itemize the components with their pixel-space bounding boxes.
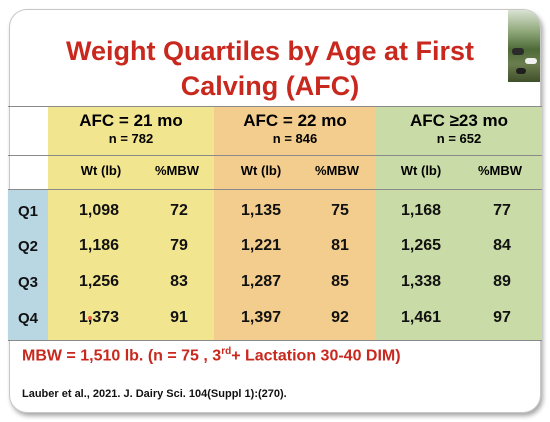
table-cell: 1,338	[400, 273, 442, 290]
cow-shape	[512, 48, 524, 55]
group-header-afc-21: AFC = 21 mo n = 782	[48, 111, 214, 147]
table-cell: 1,287	[240, 273, 282, 290]
table-cell: 1,256	[78, 273, 120, 290]
table-cell: 72	[170, 202, 188, 219]
group-label: AFC ≥23 mo	[409, 111, 509, 130]
group-header-afc-22: AFC = 22 mo n = 846	[214, 111, 376, 147]
table-cell: 77	[493, 202, 511, 219]
subheader-weight: Wt (lb)	[80, 163, 122, 178]
table-cell: 75	[331, 202, 349, 219]
title-line-2: Calving (AFC)	[180, 71, 360, 101]
cattle-photo-thumbnail	[508, 10, 540, 82]
mbw-text: MBW = 1,510 lb. (n = 75 , 3	[22, 347, 222, 365]
column-band-afc-22	[214, 107, 376, 340]
table-rule-top	[8, 106, 542, 107]
group-n: n = 782	[108, 131, 154, 146]
group-n: n = 846	[272, 131, 318, 146]
table-rule-header	[8, 189, 542, 190]
subheader-mbw: %MBW	[314, 163, 360, 178]
mbw-note: MBW = 1,510 lb. (n = 75 , 3rd+ Lactation…	[22, 346, 522, 365]
subheader-mbw: %MBW	[154, 163, 200, 178]
quartile-label: Q3	[17, 274, 38, 291]
table-cell: 1,221	[240, 237, 282, 254]
table-cell: 84	[493, 237, 511, 254]
table-cell: 1,397	[240, 309, 282, 326]
group-header-afc-23: AFC ≥23 mo n = 652	[376, 111, 542, 147]
table-cell: 97	[493, 309, 511, 326]
mbw-superscript: rd	[221, 346, 232, 357]
table-rule-bottom	[8, 340, 542, 341]
table-cell: 89	[493, 273, 511, 290]
cow-shape	[516, 68, 526, 74]
table-cell: 1,461	[400, 309, 442, 326]
citation: Lauber et al., 2021. J. Dairy Sci. 104(S…	[22, 388, 287, 400]
subheader-mbw: %MBW	[477, 163, 523, 178]
subheader-weight: Wt (lb)	[240, 163, 282, 178]
table-rule-group	[8, 155, 542, 156]
laser-pointer-dot	[88, 316, 92, 320]
table-cell: 1,186	[78, 237, 120, 254]
table-cell: 91	[170, 309, 188, 326]
table-cell: 83	[170, 273, 188, 290]
group-n: n = 652	[436, 131, 482, 146]
group-label: AFC = 21 mo	[79, 111, 183, 130]
table-cell: 85	[331, 273, 349, 290]
table-cell: 1,135	[240, 202, 282, 219]
quartile-label: Q1	[17, 203, 38, 220]
column-band-afc-21	[48, 107, 214, 340]
quartile-label: Q4	[17, 310, 38, 327]
table-cell: 1,373	[78, 309, 120, 326]
table-cell: 81	[331, 237, 349, 254]
table-cell: 1,265	[400, 237, 442, 254]
title-line-1: Weight Quartiles by Age at First	[65, 36, 475, 66]
table-cell: 92	[331, 309, 349, 326]
mbw-text-tail: + Lactation 30-40 DIM)	[231, 347, 401, 365]
table-cell: 1,098	[78, 202, 120, 219]
cow-shape	[525, 58, 537, 64]
column-band-afc-23	[376, 107, 542, 340]
quartile-column-band	[8, 190, 48, 340]
group-label: AFC = 22 mo	[243, 111, 347, 130]
slide-title: Weight Quartiles by Age at First Calving…	[30, 34, 510, 104]
subheader-weight: Wt (lb)	[400, 163, 442, 178]
quartile-label: Q2	[17, 238, 38, 255]
table-cell: 1,168	[400, 202, 442, 219]
table-cell: 79	[170, 237, 188, 254]
